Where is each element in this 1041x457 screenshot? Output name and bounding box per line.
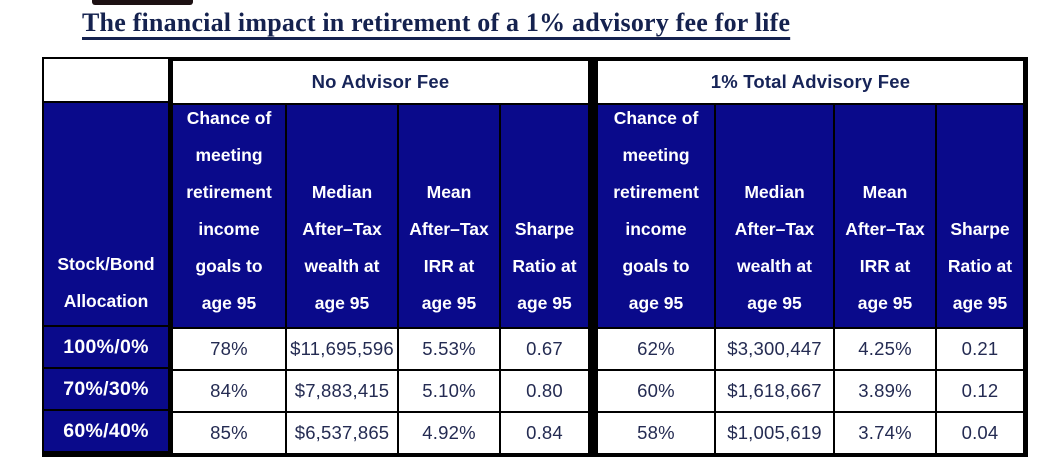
column-header: Mean After–Tax IRR at age 95	[399, 105, 499, 327]
data-cell: $6,537,865	[287, 413, 397, 453]
data-cell: 62%	[598, 329, 714, 369]
group-header-no-advisor-fee: No Advisor Fee	[173, 61, 588, 103]
data-cell: 78%	[173, 329, 285, 369]
data-cell: 0.67	[501, 329, 588, 369]
data-cell: 0.12	[937, 371, 1023, 411]
allocation-row-label: 70%/30%	[44, 369, 168, 409]
group-no-advisor-fee: No Advisor Fee Chance of meeting retirem…	[168, 57, 593, 457]
group-1pct-advisory-fee: 1% Total Advisory Fee Chance of meeting …	[593, 57, 1028, 457]
decorative-strip	[92, 0, 193, 5]
column-header: Median After–Tax wealth at age 95	[716, 105, 833, 327]
allocation-column: Stock/Bond Allocation 100%/0% 70%/30% 60…	[42, 57, 168, 457]
page-title: The financial impact in retirement of a …	[82, 8, 791, 37]
data-cell: 85%	[173, 413, 285, 453]
data-cell: 4.25%	[835, 329, 935, 369]
data-cell: 5.10%	[399, 371, 499, 411]
column-header: Sharpe Ratio at age 95	[937, 105, 1023, 327]
stock-bond-allocation-header: Stock/Bond Allocation	[44, 103, 168, 325]
data-cell: 84%	[173, 371, 285, 411]
allocation-row-label: 60%/40%	[44, 411, 168, 451]
column-header: Mean After–Tax IRR at age 95	[835, 105, 935, 327]
column-header: Median After–Tax wealth at age 95	[287, 105, 397, 327]
group-header-1pct-advisory-fee: 1% Total Advisory Fee	[598, 61, 1023, 103]
data-cell: 0.21	[937, 329, 1023, 369]
data-cell: 3.89%	[835, 371, 935, 411]
advisory-fee-comparison-table: Stock/Bond Allocation 100%/0% 70%/30% 60…	[42, 57, 1028, 457]
data-cell: $1,005,619	[716, 413, 833, 453]
data-cell: $3,300,447	[716, 329, 833, 369]
data-cell: 5.53%	[399, 329, 499, 369]
data-cell: $11,695,596	[287, 329, 397, 369]
column-header: Chance of meeting retirement income goal…	[173, 105, 285, 327]
data-cell: $1,618,667	[716, 371, 833, 411]
corner-cell	[44, 59, 168, 101]
data-cell: 3.74%	[835, 413, 935, 453]
data-cell: 58%	[598, 413, 714, 453]
data-cell: 0.84	[501, 413, 588, 453]
column-header: Chance of meeting retirement income goal…	[598, 105, 714, 327]
column-header: Sharpe Ratio at age 95	[501, 105, 588, 327]
data-cell: 4.92%	[399, 413, 499, 453]
data-cell: 0.04	[937, 413, 1023, 453]
data-cell: 0.80	[501, 371, 588, 411]
allocation-row-label: 100%/0%	[44, 327, 168, 367]
data-cell: 60%	[598, 371, 714, 411]
data-cell: $7,883,415	[287, 371, 397, 411]
